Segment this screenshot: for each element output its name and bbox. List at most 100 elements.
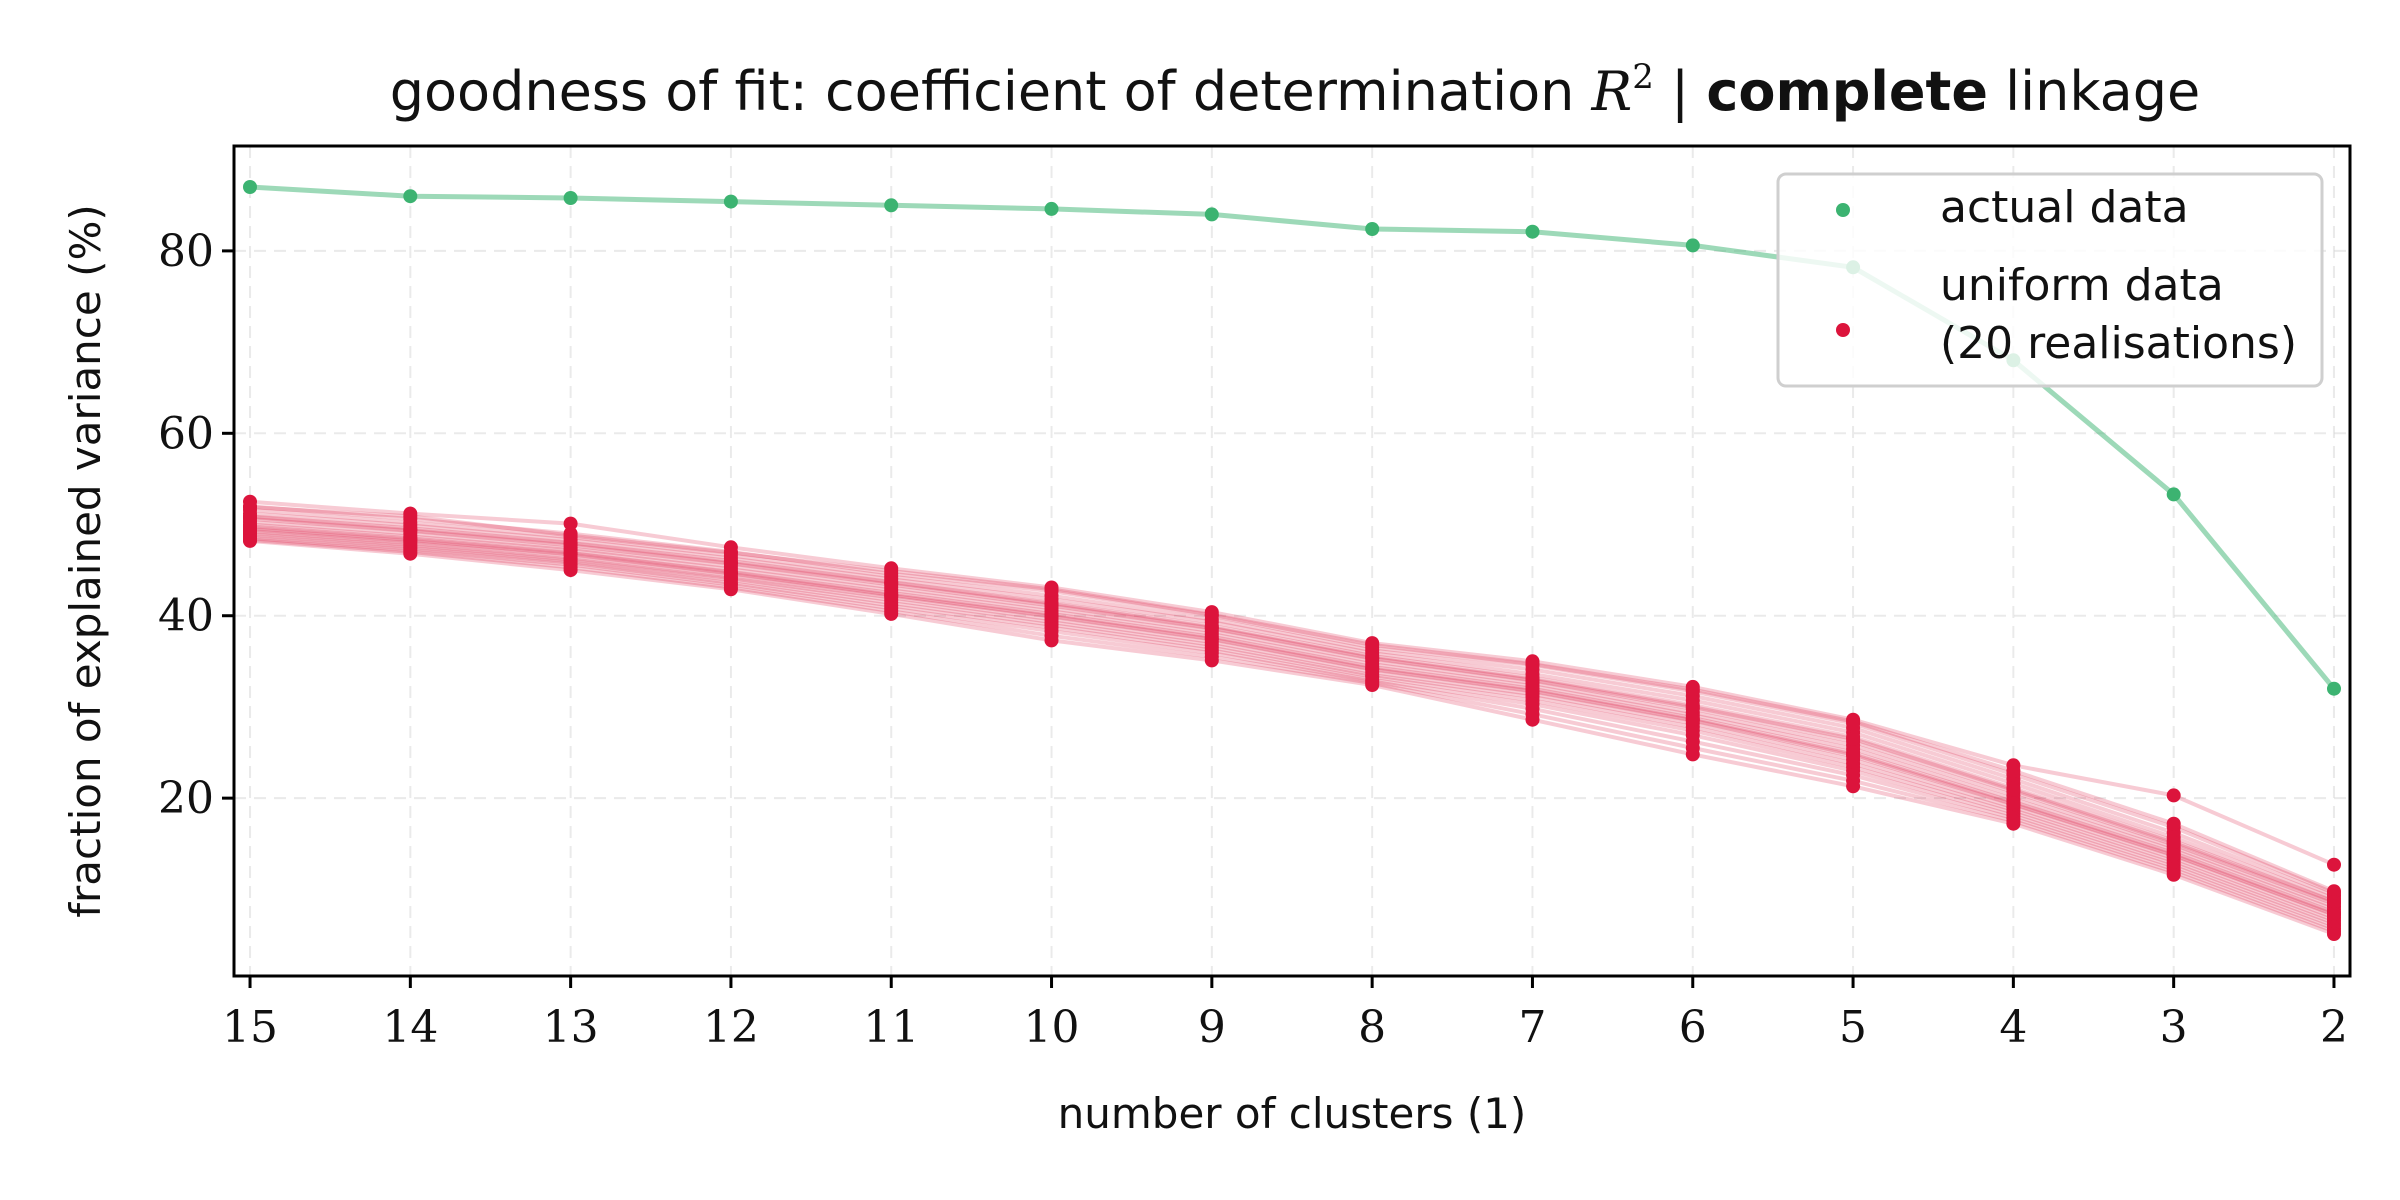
actual-data-point — [2166, 487, 2181, 502]
uniform-realisation-line — [249, 538, 2335, 936]
uniform-data-point — [1204, 653, 1219, 668]
uniform-realisation-line — [249, 505, 2335, 894]
uniform-data-point — [243, 521, 257, 536]
uniform-data-point — [243, 510, 257, 525]
uniform-data-point — [2327, 895, 2341, 910]
uniform-data-point — [1685, 747, 1700, 762]
legend-label-uniform-line: uniform data — [1940, 260, 2224, 311]
y-tick-label: 40 — [158, 591, 214, 642]
uniform-data-point — [1846, 714, 1861, 729]
y-tick-label: 20 — [158, 773, 214, 824]
uniform-data-point — [563, 536, 578, 551]
plot-area: 15 14 13 12 11 10 9 8 7 6 5 4 3 2 20 40 60 80 — [158, 144, 2352, 1053]
uniform-data-point — [563, 516, 578, 531]
uniform-realisation-line — [249, 522, 2335, 912]
x-tick-label: 15 — [222, 1002, 278, 1053]
uniform-data-point — [1525, 712, 1540, 727]
uniform-data-point — [1846, 747, 1861, 762]
uniform-data-point — [1204, 607, 1219, 622]
legend-label-uniform-line: (20 realisations) — [1940, 318, 2297, 369]
uniform-data-point — [1846, 779, 1861, 794]
x-tick-label: 5 — [1839, 1002, 1867, 1053]
uniform-realisation-line — [249, 527, 2335, 917]
uniform-realisation-line — [249, 534, 2335, 928]
uniform-realisation-line — [249, 504, 2335, 895]
uniform-data-point — [884, 564, 899, 578]
actual-data-point — [884, 198, 899, 213]
x-tick-label: 13 — [543, 1002, 599, 1053]
legend: actual data uniform data (20 realisations… — [1776, 172, 2324, 388]
x-tick-label: 3 — [2160, 1002, 2188, 1053]
uniform-data-point — [2327, 927, 2341, 941]
uniform-data-point — [1685, 712, 1700, 727]
uniform-data-point — [2006, 796, 2021, 811]
axes-frame — [232, 144, 2352, 978]
uniform-data-point — [2327, 884, 2341, 899]
uniform-data-point — [1044, 608, 1059, 623]
actual-data-point — [403, 189, 418, 204]
uniform-data-point — [1846, 731, 1861, 746]
uniform-data-point — [2166, 816, 2181, 831]
uniform-data-point — [1365, 637, 1380, 652]
uniform-data-point — [2006, 782, 2021, 797]
uniform-realisation-line — [249, 507, 2335, 898]
uniform-realisation-line — [249, 517, 2335, 906]
actual-data-point — [1204, 207, 1219, 222]
uniform-data-point — [1044, 596, 1059, 611]
uniform-data-point — [243, 500, 257, 515]
uniform-data-point — [2166, 788, 2181, 803]
uniform-realisation-line — [249, 538, 2335, 934]
uniform-data-point — [563, 563, 578, 578]
uniform-realisation-line — [249, 511, 2335, 901]
uniform-data-point — [403, 533, 418, 547]
uniform-realisation-line — [249, 528, 2335, 920]
actual-data-point — [1044, 201, 1059, 216]
legend-marker-actual — [1836, 203, 1850, 217]
legend-marker-uniform — [1836, 323, 1850, 337]
uniform-data-point — [884, 606, 899, 621]
uniform-data-point — [1044, 633, 1059, 648]
uniform-realisation-line — [249, 514, 2335, 904]
x-tick-label: 10 — [1024, 1002, 1080, 1053]
x-tick-label: 4 — [1999, 1002, 2027, 1053]
uniform-data-point — [884, 587, 899, 602]
x-tick-label: 12 — [703, 1002, 759, 1053]
uniform-data-point — [723, 565, 738, 580]
chart-title: goodness of fit: coefficient of determin… — [390, 57, 2201, 123]
title-suffix: linkage — [1988, 60, 2200, 123]
uniform-data-point — [1365, 650, 1380, 665]
y-tick-label: 80 — [158, 226, 214, 277]
x-tick-label: 2 — [2320, 1002, 2348, 1053]
actual-data-point — [723, 194, 738, 209]
uniform-data-point — [2006, 816, 2021, 831]
uniform-data-point — [1525, 672, 1540, 687]
x-tick-label: 14 — [382, 1002, 438, 1053]
uniform-realisation-line — [249, 515, 2335, 904]
uniform-realisation-line — [249, 526, 2335, 916]
uniform-data-point — [2327, 907, 2341, 921]
uniform-data-point — [2166, 847, 2181, 862]
actual-data-point — [1525, 224, 1540, 239]
uniform-data-point — [2166, 835, 2181, 850]
uniform-realisation-line — [249, 524, 2335, 915]
uniform-data-point — [1204, 631, 1219, 646]
uniform-data-point — [403, 509, 418, 524]
uniform-data-point — [1044, 582, 1059, 597]
actual-data-point — [2327, 681, 2341, 696]
uniform-data-point — [1204, 620, 1219, 635]
uniform-data-point — [2327, 857, 2341, 872]
uniform-data-point — [1365, 661, 1380, 676]
uniform-realisation-line — [249, 499, 2335, 867]
x-tick-label: 9 — [1198, 1002, 1226, 1053]
actual-data-point — [243, 180, 257, 194]
actual-data-point — [1365, 222, 1380, 236]
y-axis-label: fraction of explained variance (%) — [61, 204, 110, 918]
uniform-data-point — [563, 546, 578, 561]
x-axis-label: number of clusters (1) — [1058, 1089, 1527, 1138]
uniform-data-series — [243, 494, 2341, 941]
uniform-data-point — [723, 545, 738, 560]
uniform-data-point — [1525, 683, 1540, 698]
actual-data-point — [1685, 238, 1700, 253]
y-tick-label: 60 — [158, 408, 214, 459]
